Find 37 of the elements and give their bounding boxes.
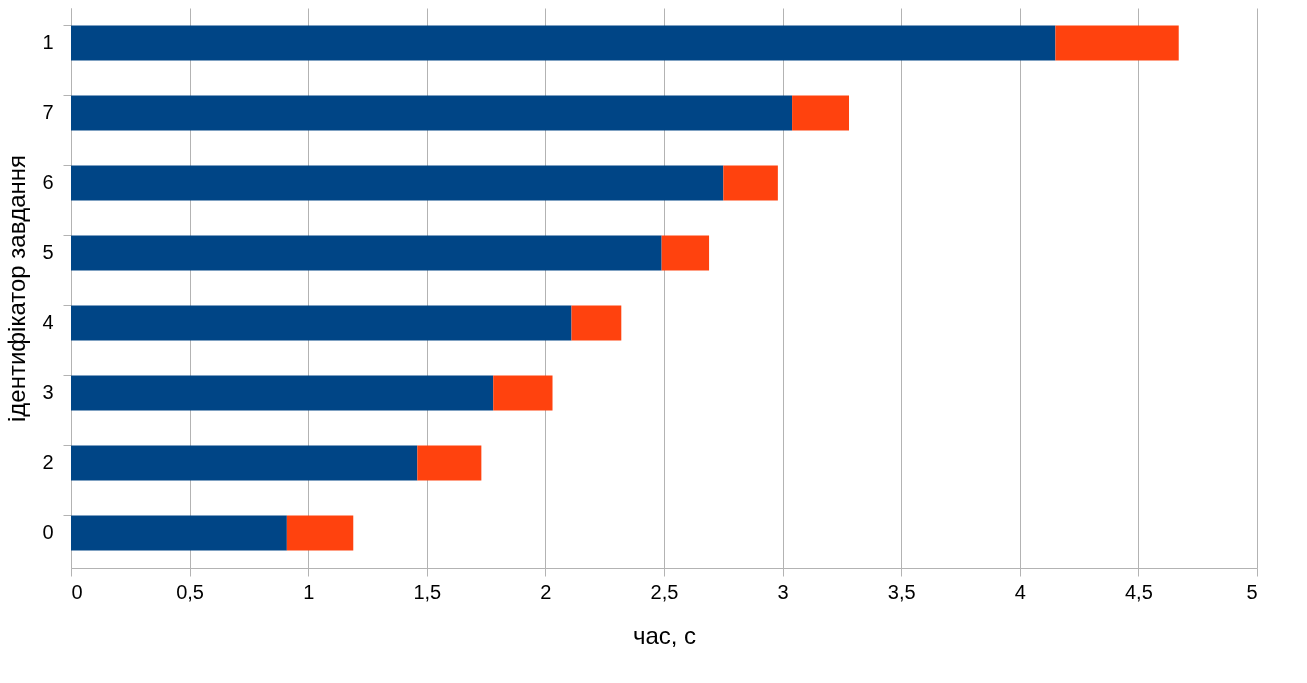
bar <box>1055 25 1179 61</box>
bar <box>71 235 662 271</box>
x-tick-label: 3 <box>777 580 789 603</box>
bar <box>792 95 850 131</box>
y-tick-label: 1 <box>42 31 54 53</box>
bar <box>661 235 710 271</box>
y-tick-label: 3 <box>42 381 54 403</box>
bar <box>71 305 572 341</box>
x-tick-label: 1,5 <box>413 580 442 603</box>
x-tick-label: 5 <box>1246 580 1258 603</box>
bar <box>71 515 287 551</box>
x-tick-label: 1 <box>303 580 315 603</box>
y-tick-label: 5 <box>42 241 54 263</box>
x-tick-label: 4,5 <box>1124 580 1153 603</box>
bar <box>71 165 724 201</box>
y-axis-title: ідентифікатор завдання <box>3 154 31 423</box>
x-tick-label: 2 <box>540 580 552 603</box>
bar <box>417 445 482 481</box>
bar <box>493 375 553 411</box>
bar <box>723 165 778 201</box>
y-tick-label: 7 <box>42 101 54 123</box>
bar <box>71 25 1056 61</box>
x-axis-title: час, с <box>632 621 697 649</box>
bar <box>571 305 622 341</box>
bar <box>71 375 494 411</box>
y-tick-label: 4 <box>42 311 54 333</box>
y-tick-label: 6 <box>42 171 54 193</box>
x-tick-label: 0,5 <box>176 580 205 603</box>
bar <box>71 445 418 481</box>
y-tick-label: 2 <box>42 451 54 473</box>
x-tick-label: 3,5 <box>887 580 916 603</box>
x-tick-label: 4 <box>1014 580 1026 603</box>
bar <box>286 515 354 551</box>
bar <box>71 95 793 131</box>
x-tick-label: 2,5 <box>650 580 679 603</box>
y-tick-label: 0 <box>42 521 54 543</box>
x-tick-label: 0 <box>71 580 83 603</box>
